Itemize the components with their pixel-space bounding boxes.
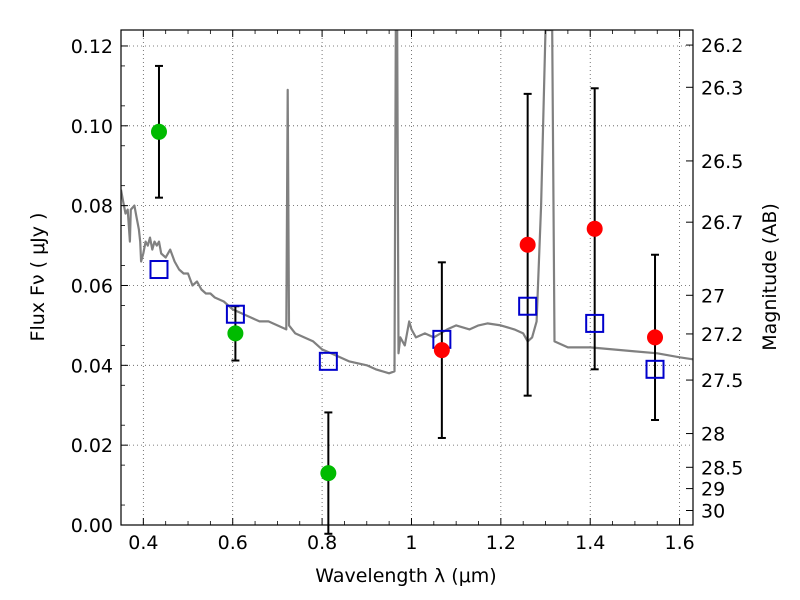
y-tick-label: 0.06: [71, 275, 113, 297]
x-tick-label: 1.2: [486, 532, 516, 554]
mag-tick-label: 27: [701, 285, 725, 307]
x-tick-label: 1.6: [664, 532, 694, 554]
y-tick-label: 0.10: [71, 116, 113, 138]
model-square-point: [318, 351, 338, 371]
x-tick-label: 0.6: [218, 532, 248, 554]
mag-tick-label: 27.2: [701, 324, 743, 346]
mag-tick-label: 28.5: [701, 457, 743, 479]
grid: [121, 30, 693, 526]
mag-tick-label: 26.2: [701, 35, 743, 57]
model-square-point: [645, 359, 665, 379]
y-axis-title: Flux Fν ( μJy ): [27, 213, 49, 342]
series-3: [121, 30, 693, 375]
y2-axis-title: Magnitude (AB): [759, 203, 781, 351]
green-data-point: [150, 123, 167, 140]
y-tick-label: 0.02: [71, 435, 113, 457]
green-data-point: [227, 325, 244, 342]
model-square-point: [518, 296, 538, 316]
mag-tick-label: 29: [701, 479, 725, 501]
mag-tick-label: 26.5: [701, 151, 743, 173]
model-square-point: [225, 304, 245, 324]
x-tick-label: 0.4: [128, 532, 158, 554]
y-tick-label: 0.00: [71, 515, 113, 537]
mag-tick-label: 26.3: [701, 77, 743, 99]
y-tick-label: 0.08: [71, 196, 113, 218]
x-tick-label: 0.8: [307, 532, 337, 554]
x-tick-label: 1: [405, 532, 417, 554]
mag-tick-label: 30: [701, 501, 725, 523]
red-data-point: [586, 220, 603, 237]
model-spectrum-line: [121, 30, 693, 375]
red-data-point: [647, 329, 664, 346]
x-axis-title: Wavelength λ (μm): [315, 565, 496, 587]
y-axis: 0.00 0.02 0.04 0.06 0.08 0.10 0.12: [71, 36, 128, 537]
green-data-point: [320, 465, 337, 482]
red-data-point: [519, 236, 536, 253]
red-data-point: [433, 342, 450, 359]
model-square-point: [149, 260, 169, 280]
mag-tick-label: 28: [701, 424, 725, 446]
y-tick-label: 0.04: [71, 355, 113, 377]
plot-frame: [120, 29, 694, 526]
x-tick-label: 1.4: [575, 532, 605, 554]
plot-area: [121, 30, 693, 535]
model-square-point: [585, 313, 605, 333]
y-tick-label: 0.12: [71, 36, 113, 58]
x-axis: 0.4 0.6 0.8 1 1.2 1.4 1.6: [120, 30, 695, 554]
mag-tick-label: 26.7: [701, 212, 743, 234]
mag-tick-label: 27.5: [701, 370, 743, 392]
